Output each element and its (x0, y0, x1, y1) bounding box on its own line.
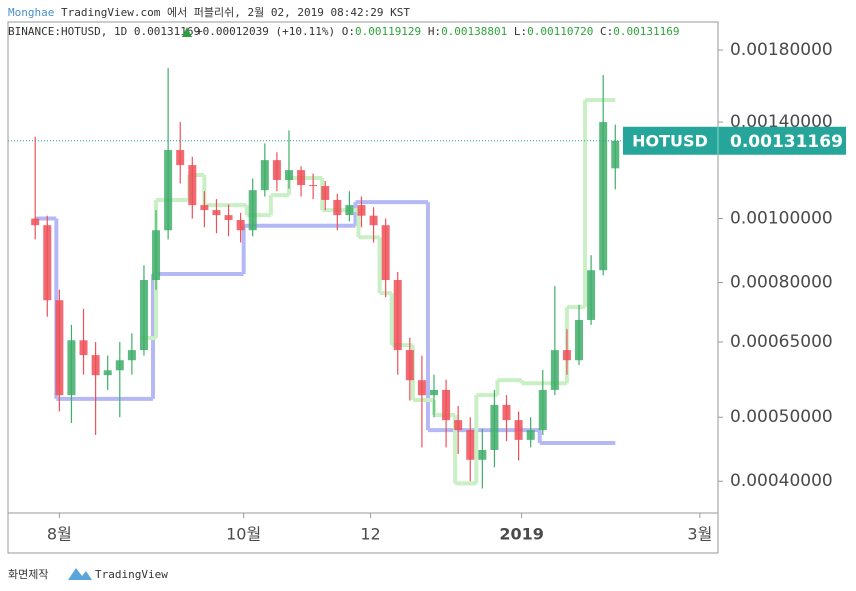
price-label-box (623, 126, 846, 155)
candle-body (538, 389, 547, 431)
y-tick-label: 0.00050000 (730, 407, 833, 427)
candle-body (260, 160, 269, 191)
candle-body (91, 355, 100, 376)
y-tick-label: 0.00100000 (730, 209, 833, 229)
candle-body (79, 340, 88, 356)
y-tick-label: 0.00040000 (730, 471, 833, 491)
candle-body (466, 430, 475, 460)
candle-body (417, 380, 426, 396)
candle-body (309, 185, 318, 187)
candle-body (381, 225, 390, 281)
header-line2: BINANCE:HOTUSD, 1D 0.00131169 (8, 25, 200, 38)
price-value: 0.00131169 (730, 132, 843, 152)
ohlc-label: H: (428, 25, 441, 38)
up-arrow (182, 27, 192, 37)
y-tick-label: 0.00080000 (730, 273, 833, 293)
candle-body (430, 389, 438, 396)
candle-body (333, 199, 342, 216)
price-symbol: HOTUSD (632, 131, 708, 150)
footer-brand: TradingView (95, 568, 168, 581)
candle-body (442, 389, 451, 421)
candle-body (200, 205, 209, 211)
x-tick-label: 12 (360, 525, 380, 544)
ohlc-label: O: (342, 25, 355, 38)
candle-body (562, 350, 571, 361)
candle-body (478, 449, 487, 460)
candle-body (321, 186, 330, 200)
candle-body (284, 170, 293, 180)
candle-body (550, 350, 559, 390)
pane-border (7, 21, 719, 554)
change: +0.00012039 (+10.11%) (196, 25, 335, 38)
candle-body (490, 404, 499, 450)
candle-body (611, 140, 620, 169)
candle-body (272, 160, 281, 180)
ohlc-label: C: (600, 25, 613, 38)
candle-body (152, 230, 161, 281)
candle-body (115, 360, 124, 371)
candle-body (405, 350, 414, 381)
candle-body (599, 122, 608, 271)
candle-body (575, 319, 584, 361)
candle-body (502, 404, 511, 421)
published: TradingView.com 에서 퍼블리쉬, 2월 02, 2019 08:… (61, 6, 410, 19)
candle-body (67, 340, 76, 396)
candle-body (212, 210, 221, 216)
candle-body (139, 280, 148, 351)
candle-body (248, 190, 257, 231)
ohlc-value: 0.00138801 (441, 25, 507, 38)
candle-body (31, 218, 40, 226)
candle-body (587, 270, 596, 320)
candle-body (164, 150, 173, 231)
author: Monghae (8, 6, 54, 19)
candle-body (369, 215, 378, 226)
ohlc-value: 0.00131169 (613, 25, 679, 38)
ohlc-value: 0.00119129 (355, 25, 421, 38)
x-tick-label: 10월 (226, 525, 261, 544)
y-tick-label: 0.00180000 (730, 40, 833, 60)
candle-body (127, 350, 136, 361)
header-line1: Monghae TradingView.com 에서 퍼블리쉬, 2월 02, … (8, 6, 410, 19)
candle-body (224, 215, 233, 220)
candle-body (188, 165, 197, 206)
candle-body (526, 430, 535, 440)
candle-body (393, 280, 402, 351)
candle-body (55, 300, 64, 396)
x-tick-label: 3월 (687, 525, 712, 544)
candle-body (514, 420, 523, 440)
x-tick-label: 8월 (47, 525, 72, 544)
ohlc-value: 0.00110720 (527, 25, 593, 38)
brand-logo (68, 568, 92, 580)
header-ohlc: +0.00012039 (+10.11%) O:0.00119129 H:0.0… (196, 25, 680, 38)
candle-body (357, 205, 366, 216)
candle-body (43, 225, 52, 301)
candle-body (176, 150, 185, 166)
candle-body (297, 170, 306, 186)
x-tick-label: 2019 (499, 525, 544, 544)
candle-body (236, 219, 245, 231)
footer-credit: 화면제작 (8, 568, 48, 581)
candle-body (345, 205, 354, 216)
ohlc-label: L: (514, 25, 527, 38)
symbol: BINANCE:HOTUSD, 1D (8, 25, 127, 38)
candle-body (103, 370, 112, 376)
candle-body (454, 420, 463, 431)
y-tick-label: 0.00065000 (730, 332, 833, 352)
